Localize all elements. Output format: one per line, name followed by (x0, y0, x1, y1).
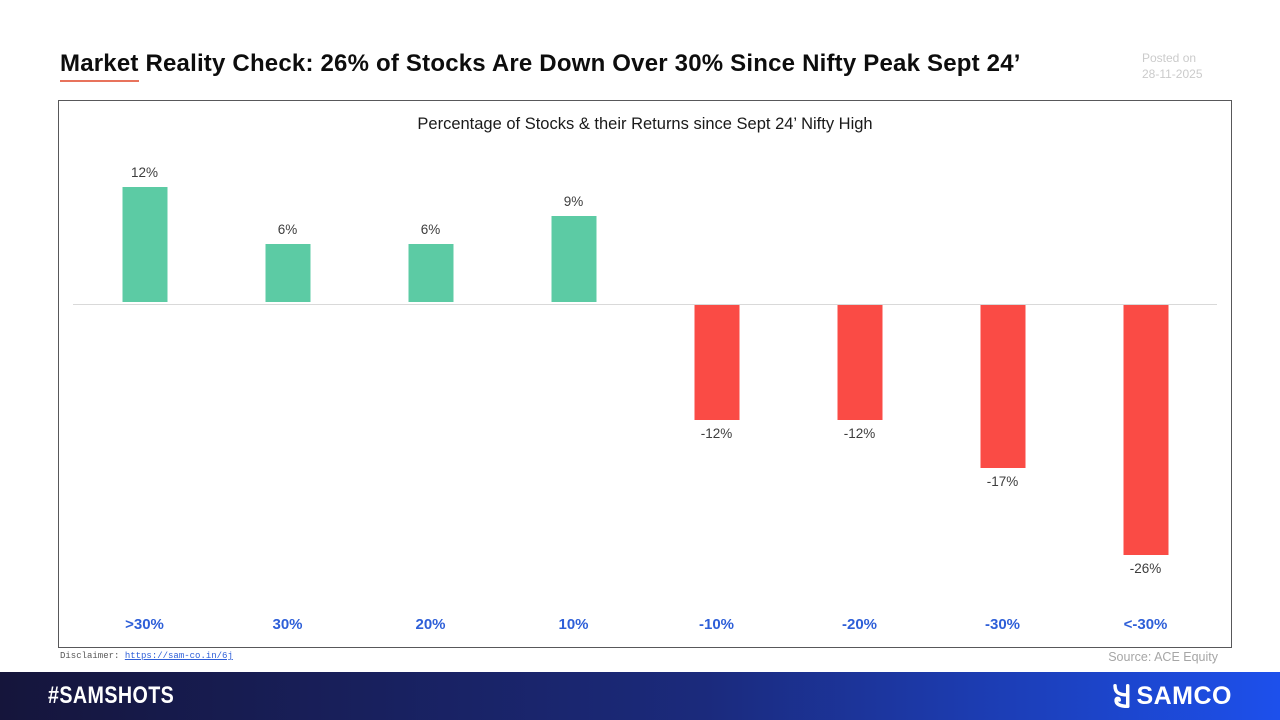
samco-logo-text: SAMCO (1136, 681, 1232, 710)
posted-on-label: Posted on (1142, 51, 1197, 65)
bar-value-label: 6% (277, 222, 298, 238)
bar-value-label: 6% (420, 222, 441, 238)
x-axis-category-label: <-30% (1123, 616, 1168, 633)
plot-area: 12% >30% 6% 30% 6% 20% 9% 10% -12% -10% -12% -20% -1… (73, 101, 1217, 647)
bar-value-label: 12% (130, 164, 159, 180)
negative-bar (980, 305, 1025, 469)
bar-value-label: -12% (843, 426, 876, 442)
disclaimer-link[interactable]: https://sam-co.in/6j (124, 651, 233, 661)
bar-group: 6% 20% (359, 101, 502, 647)
bar-value-label: 9% (563, 193, 584, 209)
positive-bar (551, 215, 596, 302)
bar-value-label: -12% (700, 426, 733, 442)
chart-title: Percentage of Stocks & their Returns sin… (417, 115, 873, 133)
disclaimer: Disclaimer: https://sam-co.in/6j (60, 651, 233, 661)
x-axis-category-label: -10% (698, 616, 735, 633)
positive-bar (122, 186, 167, 302)
bar-group: -12% -10% (645, 101, 788, 647)
page-title-underlined-word: Market (60, 50, 139, 82)
bar-group: -17% -30% (931, 101, 1074, 647)
negative-bar (837, 305, 882, 421)
negative-bar (1123, 305, 1168, 555)
source-credit: Source: ACE Equity (1108, 650, 1218, 664)
footer-bar: #SAMSHOTS SAMCO (0, 672, 1280, 720)
zero-axis-line (73, 304, 1217, 305)
bar-group: -26% <-30% (1074, 101, 1217, 647)
x-axis-category-label: 30% (272, 616, 303, 633)
samco-logo: SAMCO (1108, 682, 1232, 711)
samco-logo-icon (1108, 683, 1134, 709)
disclaimer-label: Disclaimer: (60, 651, 120, 661)
bar-value-label: -26% (1129, 560, 1162, 576)
negative-bar (694, 305, 739, 421)
bar-value-label: -17% (986, 474, 1019, 490)
samshots-hashtag: #SAMSHOTS (48, 682, 175, 709)
footnote-strip: Disclaimer: https://sam-co.in/6j Source:… (0, 648, 1280, 672)
page-title: Market Reality Check: 26% of Stocks Are … (60, 50, 1021, 82)
posted-on-date: 28-11-2025 (1142, 67, 1203, 81)
page-title-rest: Reality Check: 26% of Stocks Are Down Ov… (138, 50, 1021, 77)
x-axis-category-label: 10% (558, 616, 589, 633)
x-axis-category-label: -20% (841, 616, 878, 633)
bar-group: 6% 30% (216, 101, 359, 647)
x-axis-category-label: >30% (125, 616, 164, 633)
positive-bar (265, 244, 310, 302)
bar-group: -12% -20% (788, 101, 931, 647)
posted-on-stamp: Posted on 28-11-2025 (1142, 50, 1232, 82)
bar-group: 9% 10% (502, 101, 645, 647)
chart-panel: Percentage of Stocks & their Returns sin… (58, 100, 1232, 648)
bar-group: 12% >30% (73, 101, 216, 647)
x-axis-category-label: -30% (984, 616, 1021, 633)
x-axis-category-label: 20% (415, 616, 446, 633)
positive-bar (408, 244, 453, 302)
